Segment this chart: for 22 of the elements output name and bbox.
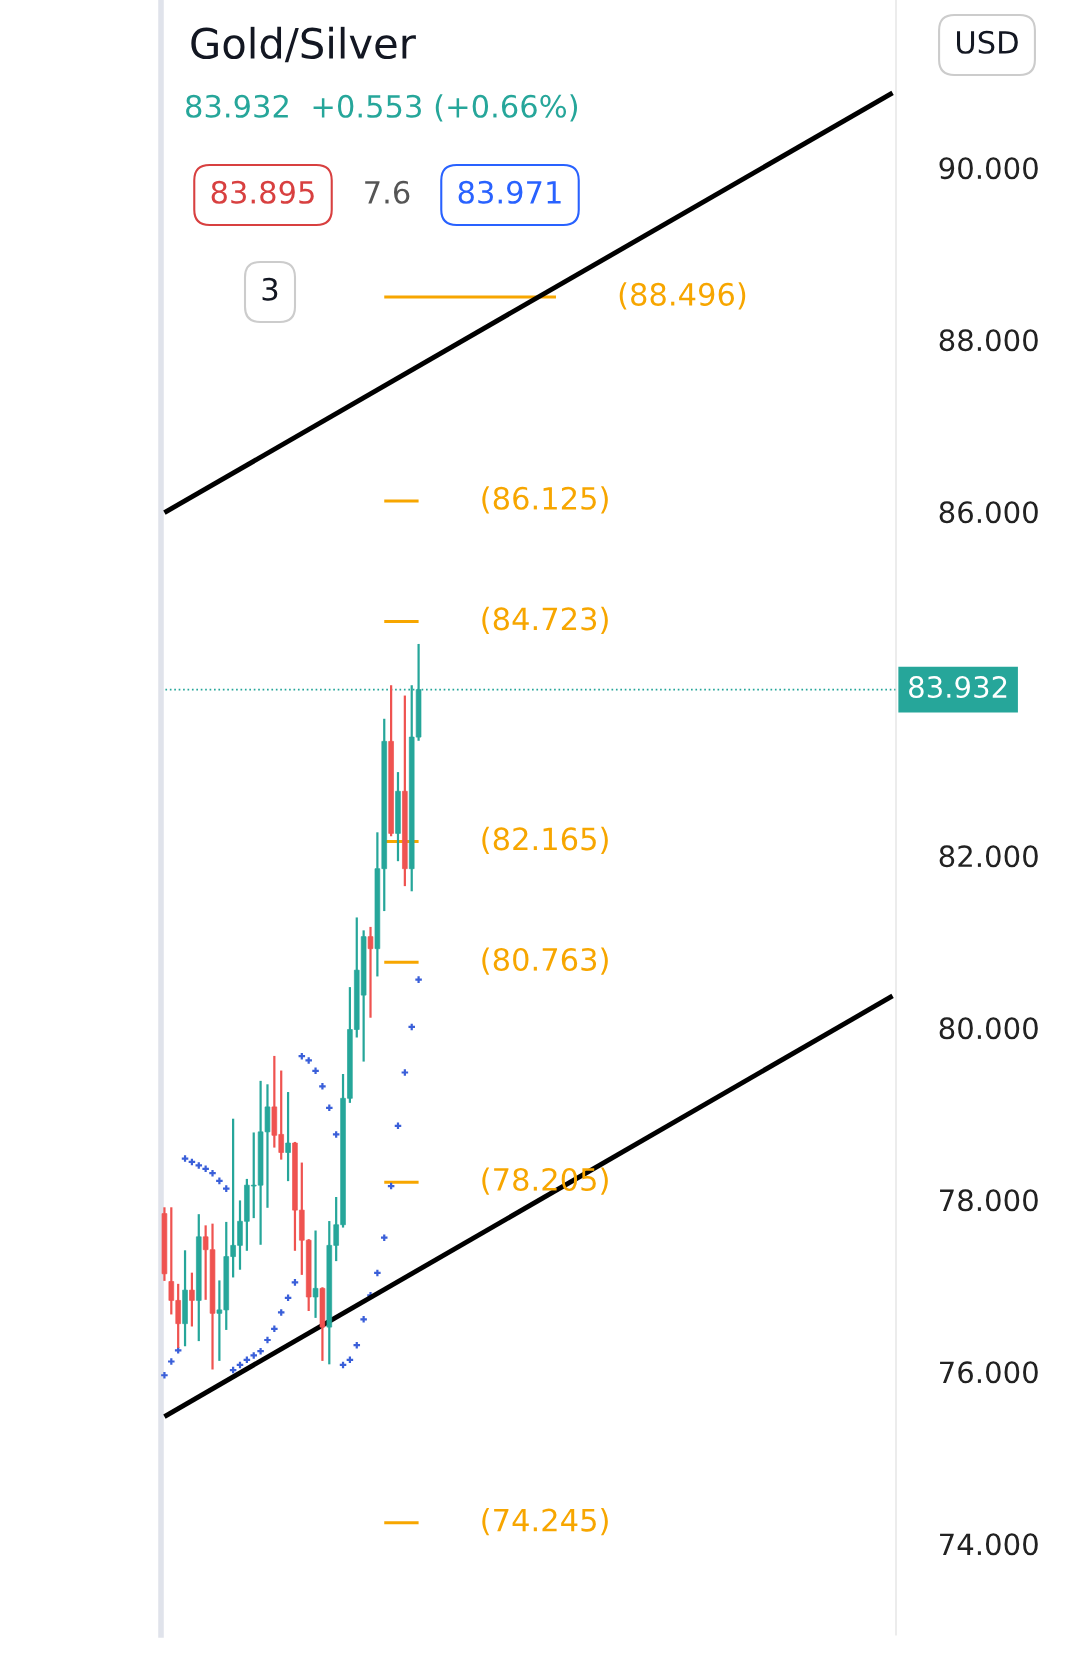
y-tick-label: 86.000 (939, 501, 1038, 524)
text: (88.496) (619, 282, 746, 310)
y-tick-label: 82.000 (939, 845, 1038, 868)
annotation: 83.971 (458, 180, 561, 204)
y-tick-label: 76.000 (940, 1361, 1038, 1384)
text: USD (957, 30, 1018, 54)
text: (80.763) (482, 947, 608, 975)
text: (84.723) (482, 606, 608, 635)
text: 83.932 +0.553 (+0.66%) (186, 94, 578, 122)
text: (82.165) (482, 826, 608, 855)
text: (86.125) (482, 486, 608, 514)
annotation: 3 (262, 277, 278, 301)
annotation: 7.6 (365, 180, 410, 204)
y-tick-label: 78.000 (940, 1189, 1038, 1212)
y-tick-label: 74.000 (940, 1533, 1038, 1556)
y-tick-label: 80.000 (939, 1017, 1038, 1040)
ref-line-label: 83.932 (909, 676, 1007, 699)
y-tick-label: 90.000 (939, 157, 1038, 180)
y-tick-label: 88.000 (939, 329, 1038, 352)
annotation: 83.895 (211, 180, 314, 204)
text: Gold/Silver (191, 26, 416, 63)
text: (74.245) (482, 1508, 608, 1536)
